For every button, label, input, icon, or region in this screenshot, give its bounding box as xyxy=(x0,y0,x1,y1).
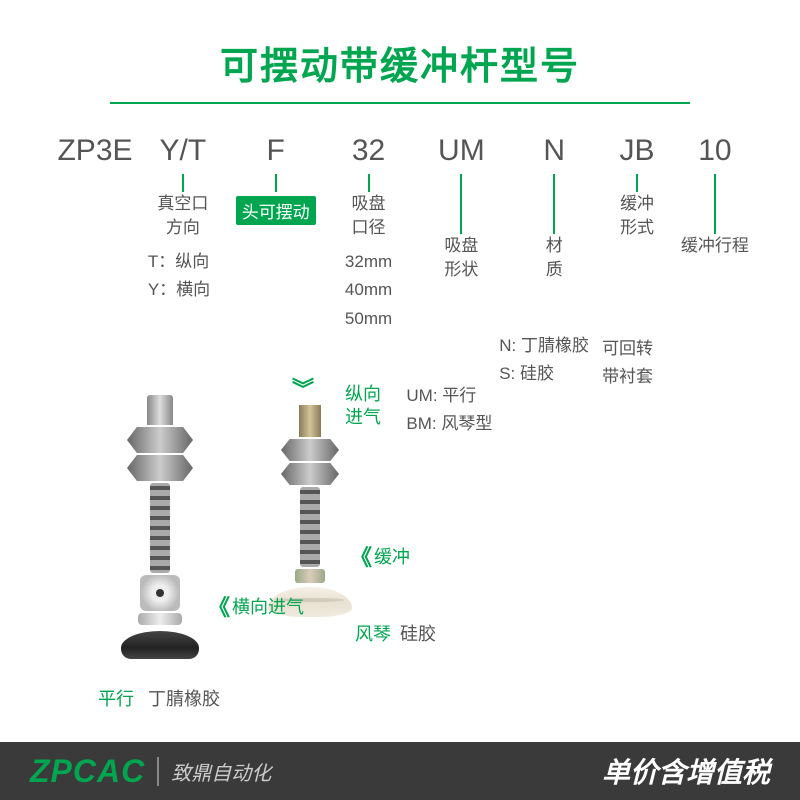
seg-10: 10 缓冲行程 xyxy=(685,134,745,439)
seg-desc: 吸盘 形状 xyxy=(416,234,506,282)
seg-desc: 缓冲行程 xyxy=(675,234,755,258)
flat-cup-icon xyxy=(121,631,199,659)
spring-icon xyxy=(300,487,320,567)
seg-options: 32mm 40mm 50mm xyxy=(334,248,404,335)
seg-desc: 吸盘 口径 xyxy=(334,192,404,240)
code-text: F xyxy=(231,134,321,168)
code-text: 10 xyxy=(685,134,745,168)
seg-options: T：纵向 Y：横向 xyxy=(148,248,218,306)
seg-options: 可回转 带衬套 xyxy=(602,335,672,393)
model-code-row: ZP3E Y/T 真空口 方向 T：纵向 Y：横向 F 头可摆动 32 吸盘 口… xyxy=(0,104,800,439)
product-illustration-area: ︾ 纵向 进气 《横向进气 《缓冲 平行 丁腈橡胶 风琴 硅胶 xyxy=(80,395,440,720)
brand-logo: ZPCAC xyxy=(30,753,145,790)
connector-line xyxy=(182,174,184,192)
code-text: JB xyxy=(602,134,672,168)
swivel-joint-icon xyxy=(140,575,180,611)
annot-buffer: 《缓冲 xyxy=(350,540,410,572)
down-chevron-icon: ︾ xyxy=(292,383,314,396)
connector-line xyxy=(368,174,370,192)
seg-um: UM 吸盘 形状 UM: 平行 BM: 风琴型 xyxy=(416,134,506,439)
connector-line xyxy=(275,174,277,192)
page-title: 可摆动带缓冲杆型号 xyxy=(0,0,800,90)
seg-desc: 缓冲 形式 xyxy=(602,192,672,240)
seg-desc: 材 质 xyxy=(519,234,589,282)
footer-tagline: 单价含增值税 xyxy=(602,751,770,791)
code-text: N xyxy=(519,134,589,168)
seg-n: N 材 质 N: 丁腈橡胶 S: 硅胶 xyxy=(519,134,589,439)
code-text: UM xyxy=(416,134,506,168)
prod2-label-material: 硅胶 xyxy=(400,620,436,646)
cup-stem-icon xyxy=(138,613,182,625)
annot-horizontal-intake: 《横向进气 xyxy=(208,590,304,622)
code-text: 32 xyxy=(334,134,404,168)
prod2-label-shape: 风琴 xyxy=(355,620,391,646)
connector-line xyxy=(553,174,555,234)
hex-nut-icon xyxy=(281,439,339,461)
seg-jb: JB 缓冲 形式 可回转 带衬套 xyxy=(602,134,672,439)
badge-swivel: 头可摆动 xyxy=(231,192,321,226)
connector-line xyxy=(714,174,716,234)
prod1-label-material: 丁腈橡胶 xyxy=(148,685,220,711)
hex-nut-icon xyxy=(127,455,193,481)
connector-line xyxy=(636,174,638,192)
brand-subtitle: 致鼎自动化 xyxy=(157,757,271,786)
seg-desc: 真空口 方向 xyxy=(148,192,218,240)
product-1-flat-nbr xyxy=(110,395,210,695)
left-arrow-icon: 《 xyxy=(350,540,372,572)
product-2-bellows-silicone xyxy=(260,405,360,695)
top-fitting-icon xyxy=(147,395,173,425)
annot-vertical-intake: 纵向 进气 xyxy=(345,383,381,430)
brass-joint-icon xyxy=(295,569,325,583)
seg-zp3e: ZP3E xyxy=(55,134,135,439)
seg-yt: Y/T 真空口 方向 T：纵向 Y：横向 xyxy=(148,134,218,439)
code-text: Y/T xyxy=(148,134,218,168)
spring-icon xyxy=(150,483,170,573)
footer-bar: ZPCAC 致鼎自动化 单价含增值税 xyxy=(0,742,800,800)
square-fitting-icon xyxy=(299,405,321,437)
left-arrow-icon: 《 xyxy=(208,590,230,622)
hex-nut-icon xyxy=(127,427,193,453)
code-text: ZP3E xyxy=(55,134,135,168)
connector-line xyxy=(460,174,462,234)
hex-nut-icon xyxy=(281,463,339,485)
prod1-label-shape: 平行 xyxy=(98,685,134,711)
